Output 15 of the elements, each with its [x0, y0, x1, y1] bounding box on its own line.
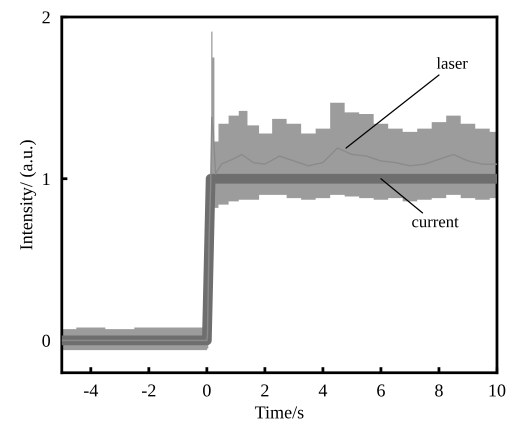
annotation: laser: [436, 57, 468, 69]
x-tick-label: 2: [261, 384, 268, 396]
y-tick-label: 1: [43, 173, 50, 185]
annotation: current: [412, 218, 459, 228]
x-tick-label: 8: [435, 384, 443, 397]
x-tick-label: -2: [142, 384, 156, 396]
y-tick-label: 0: [42, 334, 50, 347]
x-tick-label: -4: [84, 384, 98, 396]
x-tick-label: 10: [490, 384, 506, 397]
y-axis-title: Intensity/ (a.u.): [20, 140, 36, 250]
x-axis-title: Time/s: [254, 406, 304, 418]
x-tick-label: 4: [318, 384, 328, 396]
x-tick-label: 6: [377, 384, 385, 397]
x-tick-label: 0: [203, 384, 211, 397]
y-tick-label: 2: [42, 11, 50, 24]
